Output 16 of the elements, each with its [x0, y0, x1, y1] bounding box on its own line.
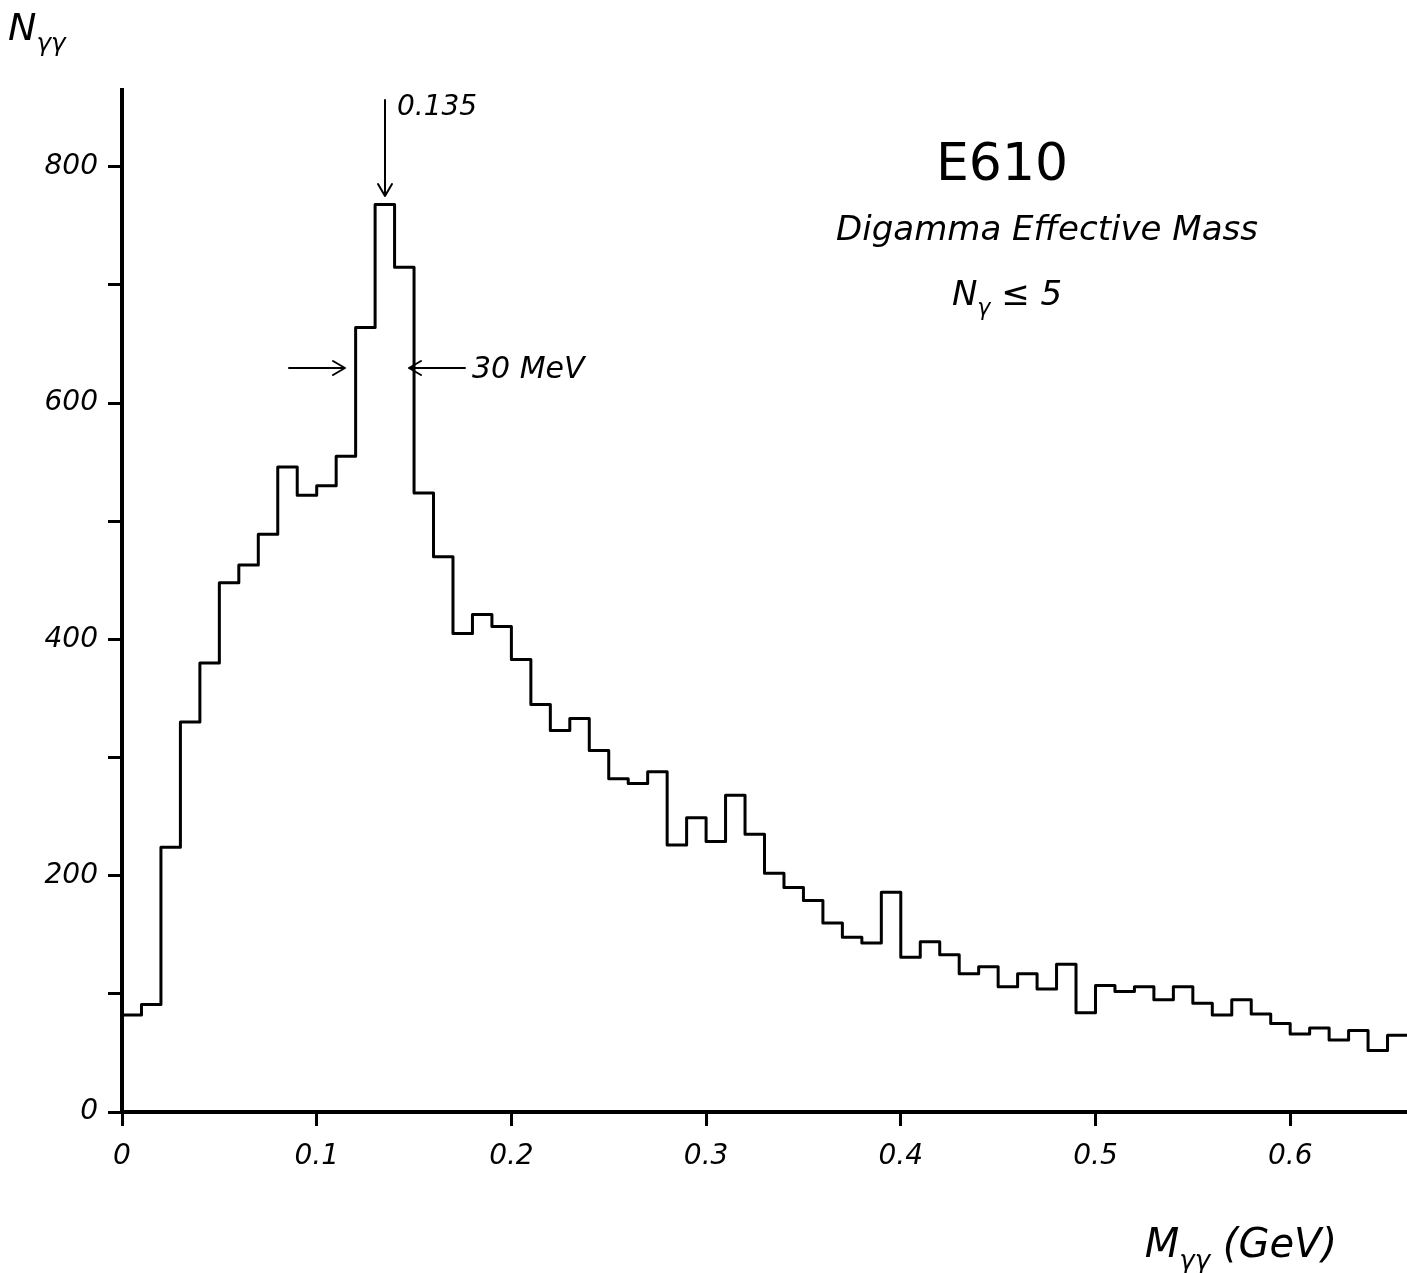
- x-tick-label: 0.2: [489, 1138, 534, 1172]
- y-tick-label: 200: [44, 856, 98, 890]
- y-tick-label: 600: [44, 384, 98, 418]
- text: Digamma Effective Mass: [836, 208, 1258, 248]
- x-tick-label: 0: [113, 1138, 131, 1172]
- x-tick-label: 0.6: [1267, 1138, 1313, 1172]
- annotation: 30 MeV: [472, 350, 588, 385]
- x-tick-label: 0.3: [683, 1138, 729, 1172]
- x-tick-label: 0.1: [294, 1138, 339, 1172]
- text: E610: [935, 132, 1069, 192]
- x-tick-label: 0.4: [878, 1138, 924, 1172]
- annotation: 0.135: [397, 89, 478, 122]
- x-tick-label: 0.5: [1073, 1138, 1118, 1172]
- y-tick-label: 400: [44, 620, 98, 654]
- y-tick-label: 800: [44, 148, 98, 182]
- y-tick-label: 0: [80, 1093, 98, 1127]
